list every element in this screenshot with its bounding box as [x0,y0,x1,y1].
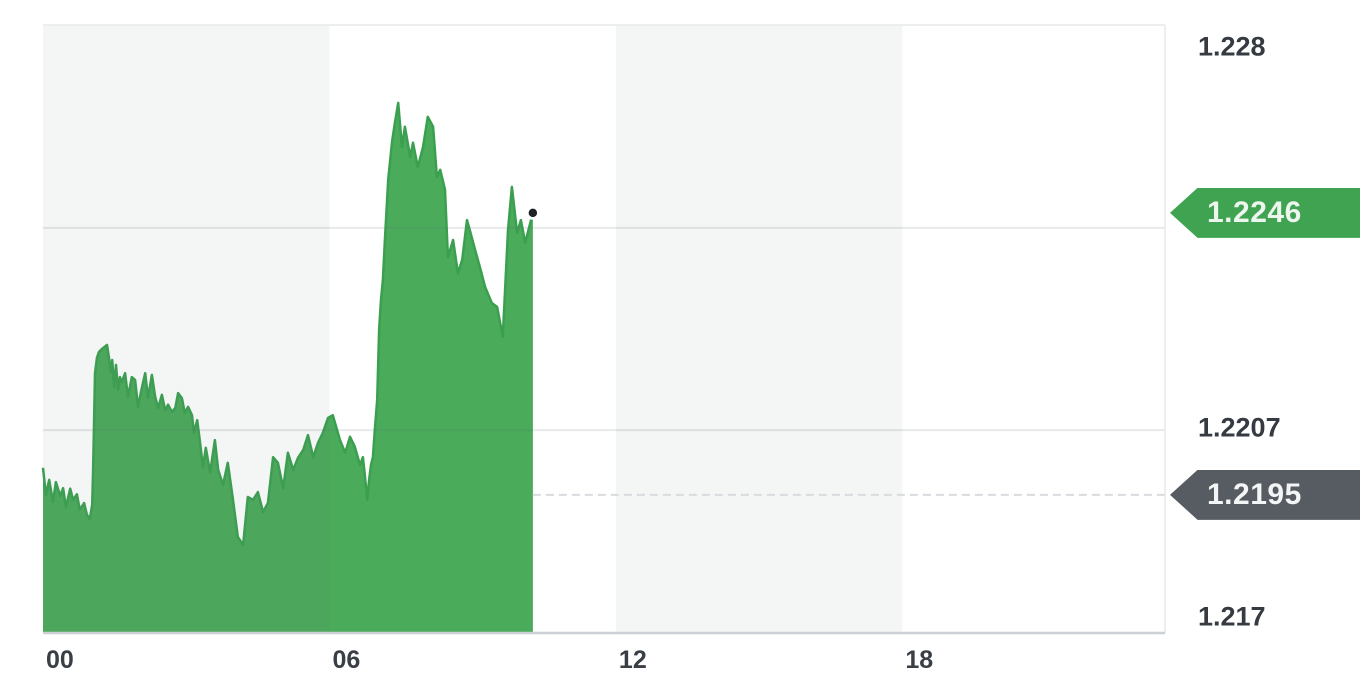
previous-close-value: 1.2195 [1207,477,1302,511]
current-price-value: 1.2246 [1207,195,1302,229]
x-axis-label: 06 [332,646,361,674]
x-axis-label: 12 [618,646,647,674]
previous-close-badge: 1.2195 [1170,469,1360,520]
x-axis-label: 00 [46,646,74,674]
current-price-badge: 1.2246 [1170,187,1360,238]
y-axis-label: 1.217 [1198,601,1266,632]
x-axis-label: 18 [905,646,934,674]
y-axis-label: 1.228 [1198,31,1266,62]
y-axis-label: 1.2207 [1198,412,1281,443]
